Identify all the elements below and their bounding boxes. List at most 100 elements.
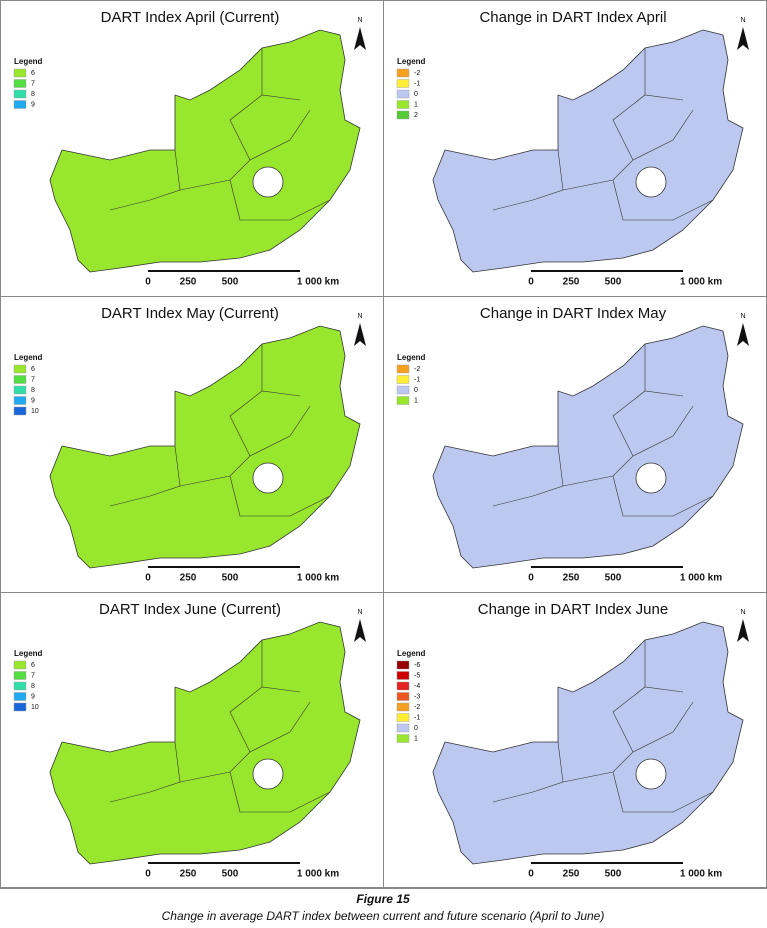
legend-swatch <box>396 396 410 405</box>
legend-title: Legend <box>397 57 426 66</box>
legend-swatch <box>13 692 27 701</box>
map-panel: Change in DART Index May Legend -2 -1 0 1 N 0 25… <box>383 296 767 593</box>
map-panel: Change in DART Index June Legend -6 -5 -4 -3 -… <box>383 592 767 889</box>
scale-label: 250 <box>180 573 197 584</box>
legend-label: 9 <box>31 101 35 108</box>
lesotho <box>635 758 667 790</box>
legend-swatch <box>13 385 27 395</box>
province-borders <box>492 48 714 221</box>
legend-label: 6 <box>31 662 35 669</box>
scale-label: 250 <box>563 869 580 880</box>
north-label: N <box>357 17 362 24</box>
scale-label: 1 000 km <box>680 277 722 288</box>
north-arrow <box>737 27 749 50</box>
legend-swatch <box>13 375 27 384</box>
legend-swatch <box>396 375 410 384</box>
legend-label: 1 <box>414 735 418 742</box>
scale-label: 1 000 km <box>680 573 722 584</box>
scale-label: 0 <box>528 869 534 880</box>
caption: Change in average DART index between cur… <box>162 909 605 923</box>
north-label: N <box>357 609 362 616</box>
legend-swatch <box>396 385 410 395</box>
scale-label: 500 <box>222 277 239 288</box>
legend-title: Legend <box>14 649 43 658</box>
legend-swatch <box>396 660 410 670</box>
scale-label: 0 <box>145 869 151 880</box>
legend-label: 10 <box>31 704 39 711</box>
legend-label: -2 <box>414 366 420 373</box>
legend-label: 8 <box>31 683 35 690</box>
panel-title: DART Index April (Current) <box>101 9 280 26</box>
scale-label: 0 <box>528 573 534 584</box>
legend-swatch <box>13 100 27 109</box>
country-shape <box>49 621 361 865</box>
province-borders <box>492 344 714 517</box>
scale-label: 250 <box>180 869 197 880</box>
legend-title: Legend <box>397 353 426 362</box>
legend-swatch <box>396 364 410 374</box>
legend-label: -3 <box>414 693 420 700</box>
north-arrow <box>354 27 366 50</box>
legend-swatch <box>13 406 27 416</box>
panel-title: DART Index June (Current) <box>99 601 281 618</box>
province-borders <box>109 48 331 221</box>
panel-title: Change in DART Index May <box>480 305 667 322</box>
country-shape <box>432 29 744 273</box>
legend-title: Legend <box>14 57 43 66</box>
legend-swatch <box>13 364 27 374</box>
province-borders <box>109 344 331 517</box>
legend-swatch <box>13 671 27 680</box>
north-label: N <box>740 17 745 24</box>
north-arrow <box>737 323 749 346</box>
legend-label: 9 <box>31 693 35 700</box>
legend-label: 7 <box>31 672 35 679</box>
legend-label: 9 <box>31 397 35 404</box>
legend-label: -1 <box>414 714 420 721</box>
legend-label: 6 <box>31 70 35 77</box>
scale-label: 250 <box>563 573 580 584</box>
legend-label: -1 <box>414 376 420 383</box>
scale-label: 1 000 km <box>297 573 339 584</box>
legend-swatch <box>396 681 410 691</box>
legend-label: 0 <box>414 725 418 732</box>
lesotho <box>635 462 667 494</box>
legend-swatch <box>396 89 410 99</box>
north-arrow <box>737 619 749 642</box>
country-shape <box>432 621 744 865</box>
scale-label: 1 000 km <box>680 869 722 880</box>
scale-label: 500 <box>222 573 239 584</box>
legend-label: -5 <box>414 672 420 679</box>
scale-label: 500 <box>222 869 239 880</box>
legend-label: -2 <box>414 704 420 711</box>
lesotho <box>252 462 284 494</box>
country-shape <box>432 325 744 569</box>
legend-label: 7 <box>31 80 35 87</box>
legend-swatch <box>396 734 410 743</box>
legend-label: -4 <box>414 683 420 690</box>
scale-label: 250 <box>563 277 580 288</box>
scale-label: 0 <box>528 277 534 288</box>
legend-swatch <box>396 723 410 733</box>
panel-title: DART Index May (Current) <box>101 305 279 322</box>
legend-swatch <box>13 89 27 99</box>
scale-label: 0 <box>145 277 151 288</box>
country-shape <box>49 325 361 569</box>
legend-label: 8 <box>31 91 35 98</box>
panel-title: Change in DART Index April <box>479 9 666 26</box>
legend-swatch <box>396 79 410 88</box>
legend-swatch <box>13 68 27 78</box>
north-label: N <box>740 313 745 320</box>
lesotho <box>252 166 284 198</box>
lesotho <box>252 758 284 790</box>
scale-label: 250 <box>180 277 197 288</box>
legend-label: 2 <box>414 112 418 119</box>
legend-title: Legend <box>14 353 43 362</box>
legend-label: 10 <box>31 408 39 415</box>
legend-label: -2 <box>414 70 420 77</box>
figure-number: Figure 15 <box>356 892 410 906</box>
legend-swatch <box>13 79 27 88</box>
legend-label: 0 <box>414 91 418 98</box>
panel-title: Change in DART Index June <box>478 601 668 618</box>
legend-title: Legend <box>397 649 426 658</box>
